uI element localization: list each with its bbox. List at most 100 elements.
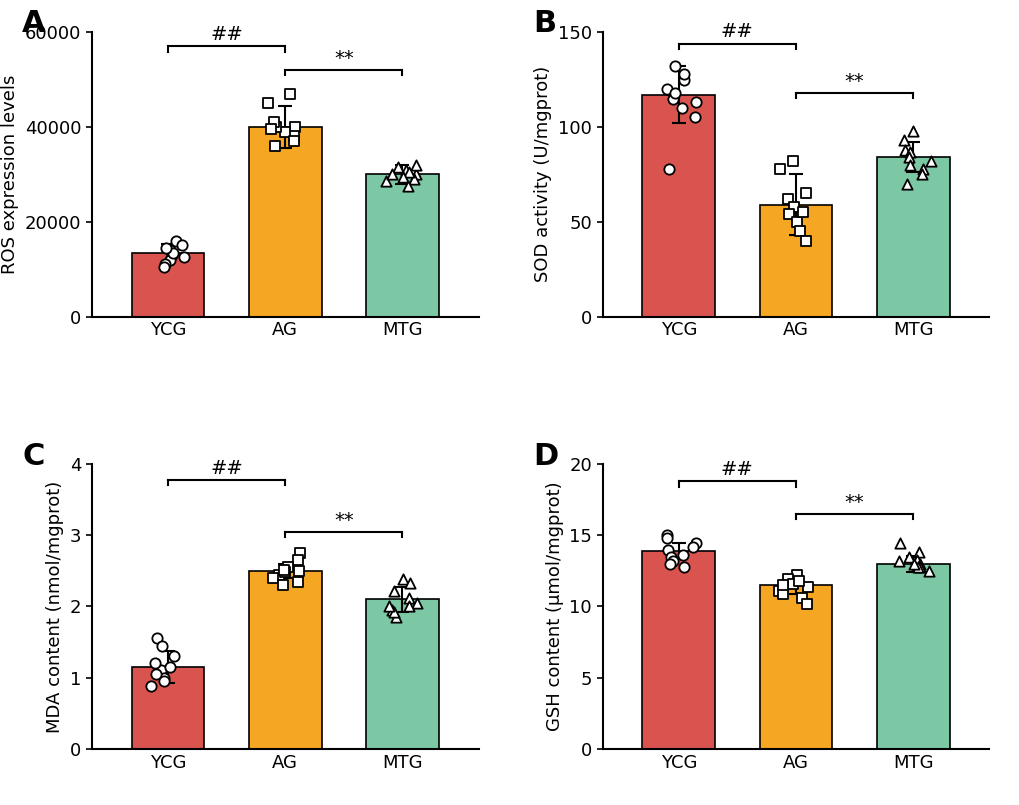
Text: B: B (532, 10, 555, 39)
Point (267, 121, 283, 134)
Point (400, 576, 417, 589)
Point (386, 605, 403, 618)
Point (910, 557, 926, 570)
Point (658, 83, 675, 96)
Point (277, 126, 293, 138)
Point (156, 260, 172, 273)
Point (262, 123, 278, 136)
Point (289, 576, 306, 588)
Point (895, 134, 911, 147)
Point (167, 234, 183, 247)
Point (913, 168, 929, 181)
Point (660, 163, 677, 175)
Point (156, 675, 172, 687)
Point (905, 557, 921, 570)
Point (286, 121, 303, 134)
Point (769, 584, 786, 597)
Point (675, 73, 691, 86)
Point (799, 597, 815, 610)
Point (276, 566, 292, 579)
Y-axis label: ROS expression levels: ROS expression levels (1, 75, 19, 274)
Point (275, 564, 291, 576)
Point (157, 258, 173, 270)
Bar (131, 253, 204, 316)
Point (771, 163, 788, 175)
Point (280, 561, 297, 574)
Bar (876, 564, 949, 749)
Point (397, 163, 414, 176)
Point (400, 592, 417, 605)
Point (165, 650, 181, 663)
Point (789, 569, 805, 582)
Point (408, 168, 424, 181)
Point (291, 564, 308, 577)
Point (659, 543, 676, 556)
Point (387, 611, 404, 624)
Point (386, 584, 403, 597)
Point (788, 215, 804, 228)
Bar (366, 600, 438, 749)
Point (900, 551, 916, 563)
Point (265, 116, 281, 129)
Point (891, 536, 907, 549)
Point (774, 579, 791, 592)
Point (154, 639, 170, 652)
Point (900, 151, 916, 163)
Point (286, 134, 303, 147)
Point (785, 577, 801, 590)
Y-axis label: SOD activity (U/mgprot): SOD activity (U/mgprot) (534, 66, 552, 283)
Bar (131, 667, 204, 749)
Point (161, 254, 177, 266)
Point (673, 101, 689, 114)
Point (658, 532, 675, 545)
Point (786, 200, 802, 213)
Bar (876, 157, 949, 316)
Point (285, 130, 302, 142)
Point (162, 660, 178, 673)
Point (383, 168, 399, 181)
Text: ##: ## (720, 460, 753, 479)
Point (790, 575, 806, 588)
Text: D: D (532, 442, 557, 471)
Point (799, 580, 815, 593)
Point (687, 536, 703, 549)
Point (394, 171, 411, 184)
Point (156, 671, 172, 684)
Bar (759, 204, 832, 316)
Point (389, 161, 406, 174)
Point (400, 166, 417, 179)
Bar (759, 585, 832, 749)
Point (686, 111, 702, 124)
Point (780, 573, 796, 586)
Text: **: ** (333, 510, 354, 530)
Point (890, 555, 906, 568)
Point (684, 540, 700, 553)
Point (147, 657, 163, 670)
Point (920, 564, 936, 577)
Point (794, 206, 810, 219)
Point (921, 155, 937, 167)
Point (153, 664, 169, 677)
Point (676, 68, 692, 80)
Point (384, 604, 400, 617)
Text: A: A (22, 10, 46, 39)
Point (281, 88, 298, 101)
Point (661, 551, 678, 563)
Point (173, 239, 190, 252)
Point (914, 163, 930, 175)
Point (270, 568, 286, 581)
Point (797, 234, 813, 247)
Point (797, 187, 813, 200)
Text: ##: ## (210, 25, 243, 44)
Point (792, 225, 808, 237)
Point (901, 145, 917, 158)
Point (901, 159, 917, 171)
Bar (249, 571, 321, 749)
Point (149, 632, 165, 645)
Point (378, 175, 394, 188)
Point (165, 246, 181, 259)
Point (274, 579, 290, 592)
Point (405, 172, 421, 185)
Point (909, 560, 925, 573)
Y-axis label: GSH content (μmol/mgprot): GSH content (μmol/mgprot) (545, 481, 564, 731)
